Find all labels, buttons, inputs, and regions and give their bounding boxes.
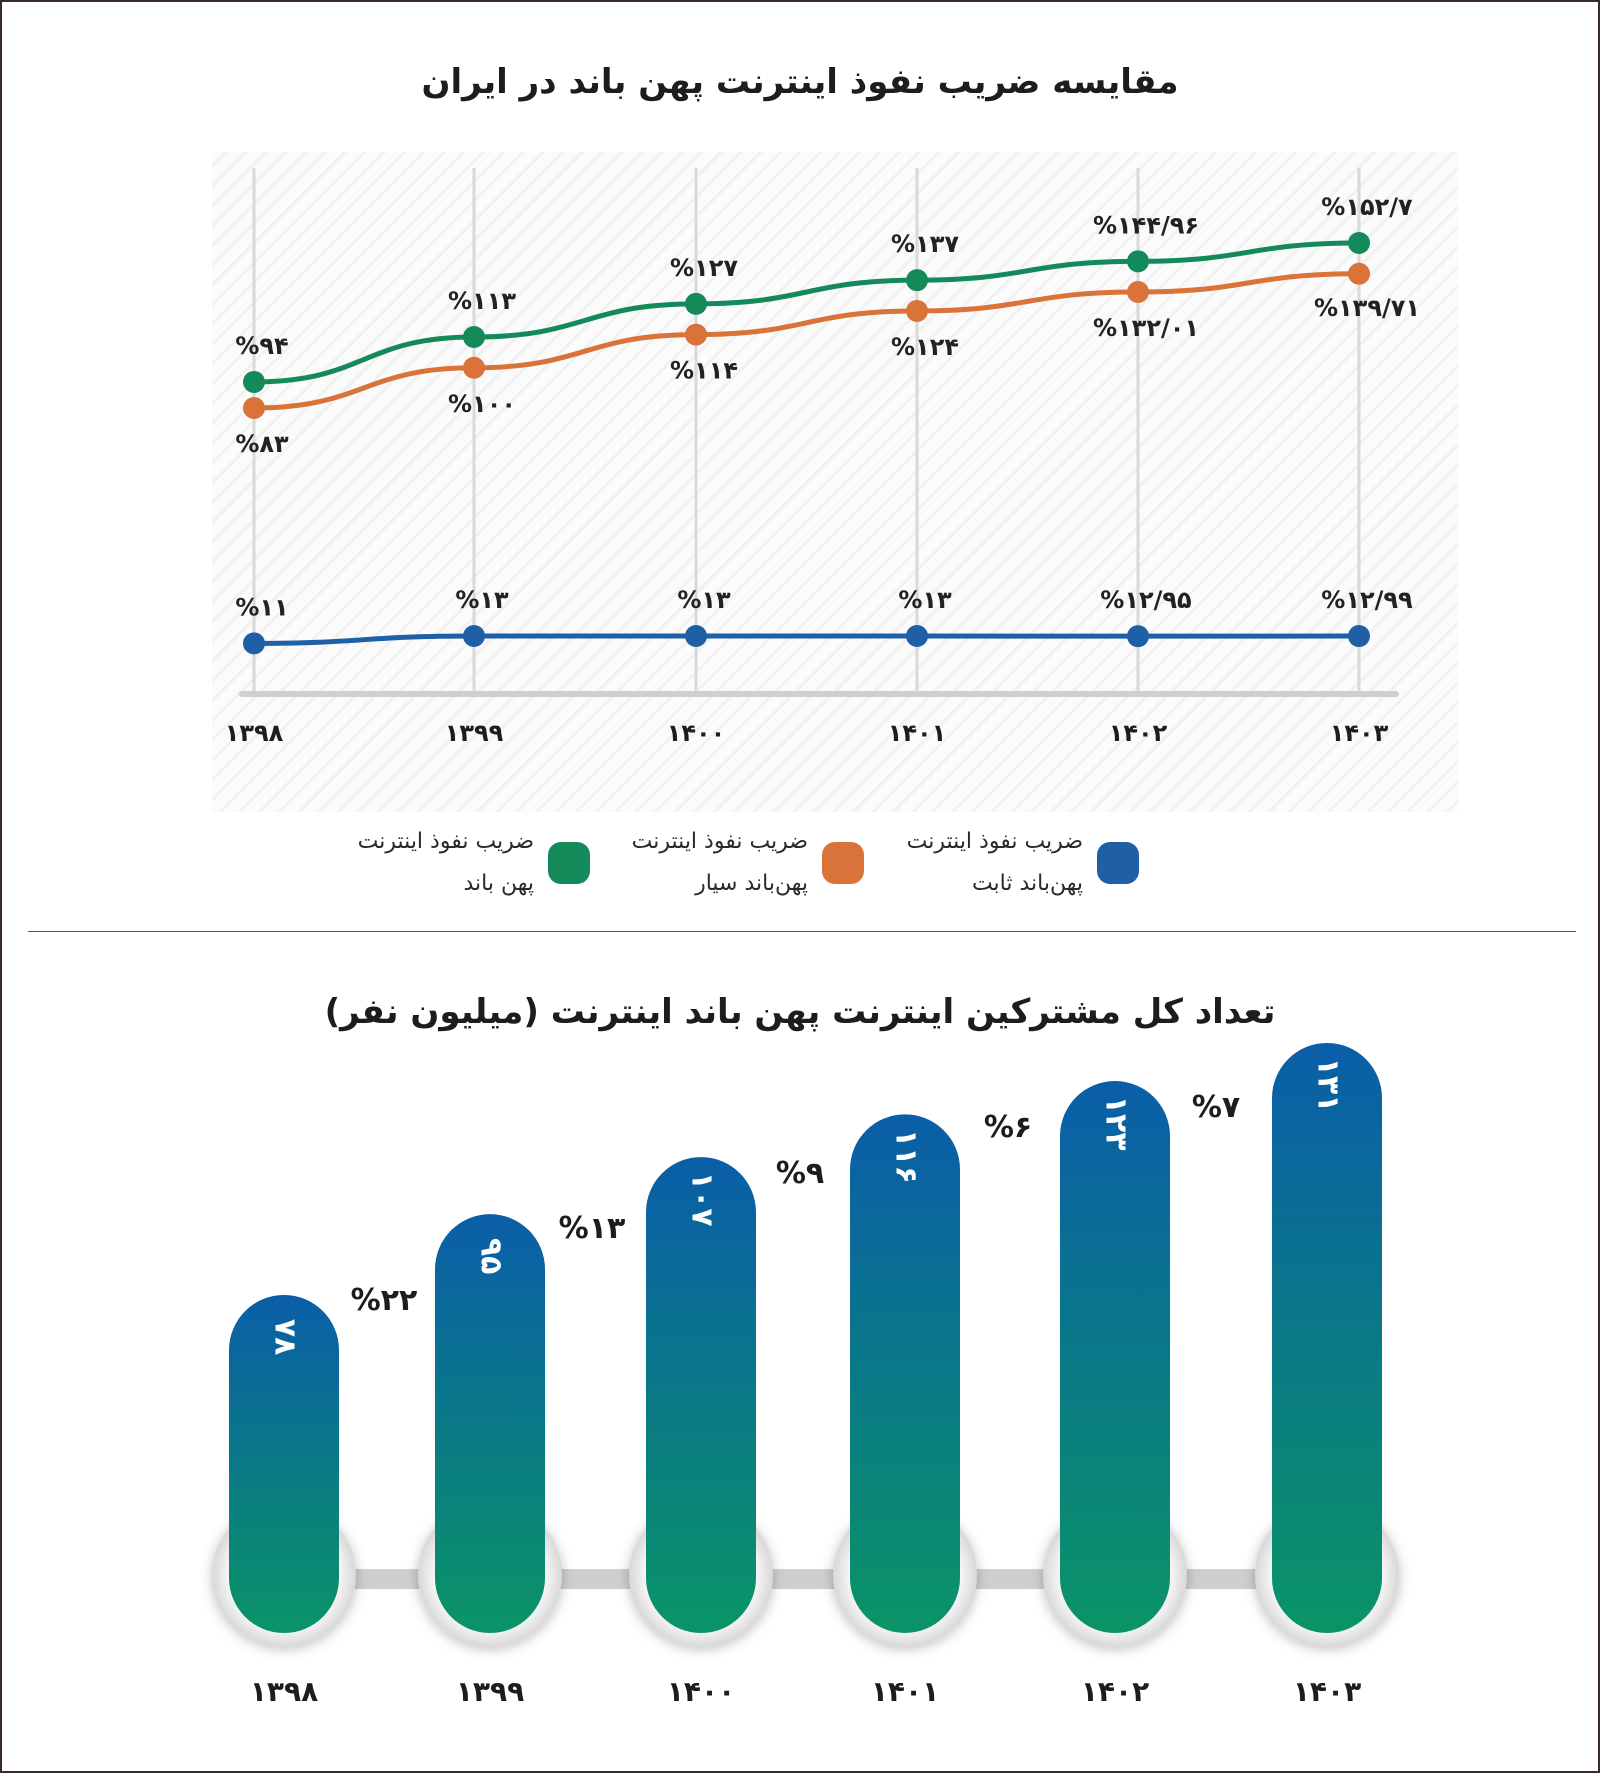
data-point-fixed bbox=[906, 625, 928, 647]
data-point-mobile bbox=[685, 323, 707, 346]
data-label-total: %۱۱۳ bbox=[448, 287, 516, 315]
legend-item-total: ضریب نفوذ اینترنت پهن باند bbox=[334, 818, 590, 908]
x-tick-label: ۱۴۰۳ bbox=[1330, 719, 1389, 747]
data-point-total bbox=[906, 269, 928, 292]
growth-label: %۹ bbox=[776, 1156, 824, 1191]
growth-label: %۷ bbox=[1192, 1090, 1240, 1125]
series-line-total bbox=[253, 240, 1360, 385]
x-tick-label: ۱۴۰۱ bbox=[888, 719, 947, 747]
data-point-total bbox=[685, 292, 707, 315]
data-point-mobile bbox=[1348, 262, 1370, 285]
bar bbox=[850, 1114, 960, 1633]
data-point-fixed bbox=[1348, 625, 1370, 648]
line-chart-background bbox=[212, 152, 1458, 812]
bar bbox=[435, 1214, 545, 1633]
bar-value-label: ۷۸ bbox=[268, 1319, 303, 1356]
bar-value-label: ۱۳۱ bbox=[1311, 1058, 1346, 1113]
line-chart: %۹۴ %۱۱۳ %۱۲۷ %۱۳۷ %۱۴۴/۹۶ %۱۵۲/۷ %۸۳ %۱۰۰ %۱۱۴%… bbox=[212, 152, 1458, 812]
data-label-fixed: %۱۳ bbox=[898, 586, 952, 614]
data-label-fixed: %۱۳ bbox=[677, 586, 731, 614]
data-label-total: %۱۵۲/۷ bbox=[1321, 193, 1413, 221]
x-tick-label: ۱۳۹۸ bbox=[225, 719, 284, 747]
data-label-mobile: %۱۳۹/۷۱ bbox=[1314, 294, 1420, 322]
data-point-mobile bbox=[243, 397, 265, 419]
legend-label-total: ضریب نفوذ اینترنت پهن باند bbox=[357, 829, 534, 896]
x-tick-label: ۱۴۰۰ bbox=[667, 1675, 735, 1708]
growth-label: %۲۲ bbox=[351, 1283, 418, 1318]
data-label-fixed: %۱۱ bbox=[235, 593, 288, 621]
data-point-mobile bbox=[906, 299, 928, 322]
x-tick-label: ۱۴۰۲ bbox=[1081, 1675, 1149, 1708]
data-label-mobile: %۱۱۴ bbox=[670, 357, 738, 385]
x-tick-label: ۱۴۰۲ bbox=[1109, 719, 1168, 747]
data-point-fixed bbox=[1127, 625, 1149, 648]
x-tick-label: ۱۴۰۱ bbox=[871, 1675, 939, 1708]
data-label-mobile: %۱۲۴ bbox=[891, 333, 959, 361]
legend-label-fixed: ضریب نفوذ اینترنت پهن‌باند ثابت bbox=[906, 829, 1083, 896]
x-tick-label: ۱۳۹۸ bbox=[250, 1675, 318, 1708]
bar-value-label: ۱۱۶ bbox=[889, 1129, 924, 1184]
x-tick-label: ۱۳۹۹ bbox=[445, 719, 504, 747]
data-label-total: %۱۲۷ bbox=[670, 254, 738, 282]
data-point-total bbox=[1348, 232, 1370, 254]
data-label-mobile: %۱۰۰ bbox=[448, 390, 516, 418]
data-label-mobile: %۸۳ bbox=[235, 430, 289, 458]
data-point-mobile bbox=[1127, 280, 1149, 303]
legend-item-mobile: ضریب نفوذ اینترنت پهن‌باند سیار bbox=[608, 818, 864, 908]
legend-item-fixed: ضریب نفوذ اینترنت پهن‌باند ثابت bbox=[883, 818, 1139, 908]
growth-label: %۶ bbox=[984, 1110, 1032, 1145]
legend-label-mobile: ضریب نفوذ اینترنت پهن‌باند سیار bbox=[631, 829, 808, 896]
data-label-total: %۱۴۴/۹۶ bbox=[1093, 211, 1199, 239]
legend-swatch-fixed bbox=[1097, 842, 1139, 884]
data-label-fixed: %۱۲/۹۵ bbox=[1100, 586, 1191, 614]
data-label-fixed: %۱۳ bbox=[455, 586, 509, 614]
bar-value-label: ۱۰۷ bbox=[685, 1172, 720, 1227]
legend-swatch-mobile bbox=[822, 842, 864, 884]
series-line-fixed bbox=[253, 633, 1360, 646]
bar bbox=[1060, 1081, 1170, 1633]
data-label-total: %۱۳۷ bbox=[891, 230, 959, 258]
bar bbox=[1272, 1043, 1382, 1633]
data-point-fixed bbox=[463, 625, 485, 647]
data-point-fixed bbox=[685, 625, 707, 647]
data-point-total bbox=[463, 325, 485, 348]
x-tick-label: ۱۳۹۹ bbox=[456, 1675, 524, 1708]
data-point-fixed bbox=[243, 632, 265, 655]
bar bbox=[229, 1295, 339, 1633]
data-point-total bbox=[1127, 250, 1149, 273]
data-label-mobile: %۱۳۲/۰۱ bbox=[1093, 314, 1199, 342]
bar-value-label: ۹۵ bbox=[474, 1238, 509, 1275]
x-tick-label: ۱۴۰۰ bbox=[667, 719, 726, 747]
section-divider bbox=[28, 931, 1576, 932]
growth-label: %۱۳ bbox=[559, 1211, 626, 1246]
series-line-mobile bbox=[253, 271, 1360, 411]
data-point-mobile bbox=[463, 356, 485, 379]
bar bbox=[646, 1157, 756, 1633]
data-label-fixed: %۱۲/۹۹ bbox=[1321, 586, 1413, 614]
data-label-total: %۹۴ bbox=[235, 332, 288, 360]
line-chart-title: مقایسه ضریب نفوذ اینترنت پهن باند در ایر… bbox=[421, 62, 1179, 102]
bar-value-label: ۱۲۳ bbox=[1099, 1096, 1134, 1151]
data-point-total bbox=[243, 370, 265, 393]
bar-chart-title: تعداد کل مشترکین اینترنت پهن باند اینترن… bbox=[324, 992, 1276, 1032]
x-tick-label: ۱۴۰۳ bbox=[1293, 1675, 1361, 1708]
legend-swatch-total bbox=[548, 842, 590, 884]
